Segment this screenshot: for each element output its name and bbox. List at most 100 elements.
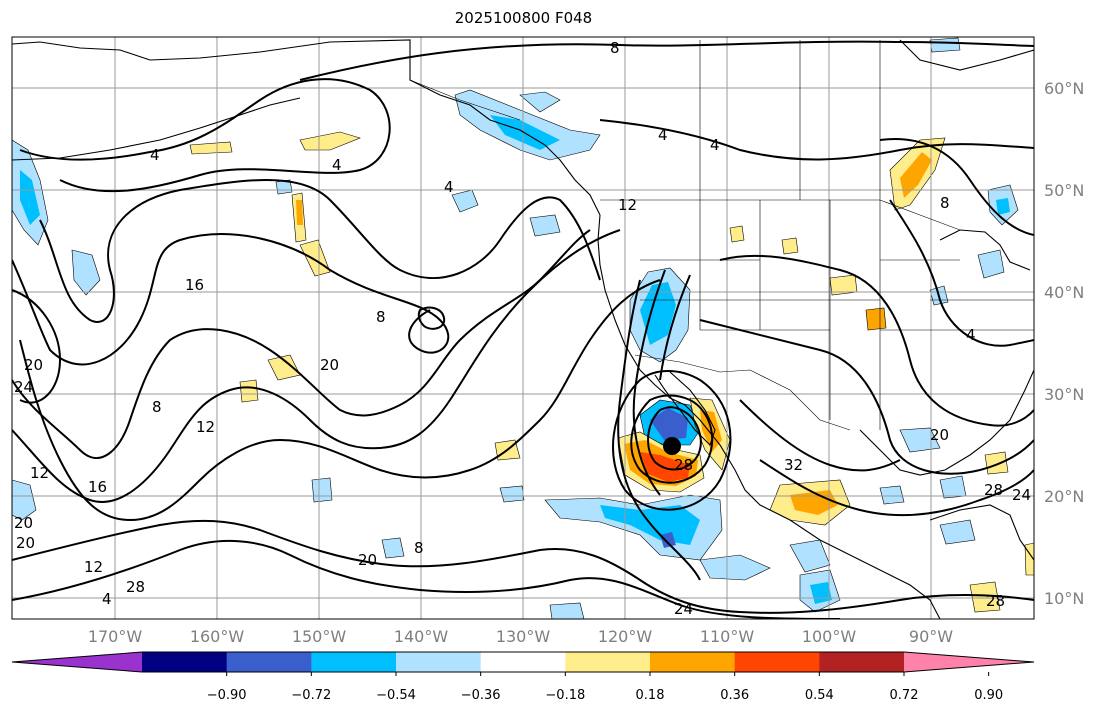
colorbar-tick-label: 0.18 (636, 688, 665, 703)
shade-yellow-16 (781, 237, 799, 255)
contour-cyclone-3 (612, 370, 732, 511)
contour-east-3 (889, 199, 1034, 347)
border-us-mexico (634, 354, 851, 431)
shade-blue-california-core (640, 282, 676, 345)
contour-label: 28 (674, 456, 693, 474)
contour-20a (19, 279, 661, 522)
colorbar-extend-high (904, 652, 1034, 672)
contour-label: 4 (332, 156, 342, 174)
shade-blue-west2 (71, 249, 101, 296)
coast-greatlakes (939, 229, 1031, 271)
colorbar-segment (142, 652, 228, 672)
lon-label-130w: 130°W (496, 627, 551, 646)
shade-royal-cyclone (650, 408, 688, 440)
border-alaska (409, 40, 521, 121)
longitude-labels: 170°W 160°W 150°W 140°W 130°W 120°W 110°… (88, 627, 953, 646)
contour-label: 16 (185, 276, 204, 294)
coastlines (12, 39, 1034, 619)
colorbar-tick-label: 0.54 (805, 688, 834, 703)
contour-label: 24 (14, 378, 33, 396)
contour-label: 12 (618, 196, 637, 214)
border-states-2 (699, 200, 881, 430)
contour-label: 20 (930, 426, 949, 444)
shade-yellow-12 (984, 451, 1009, 475)
contour-trough-3 (659, 274, 691, 381)
contour-8a (12, 233, 450, 366)
lon-label-120w: 120°W (598, 627, 653, 646)
border-canada-prov (699, 40, 881, 200)
contour-north-4a (19, 78, 391, 193)
colorbar-segment (734, 652, 820, 672)
cyclone-center-marker (663, 437, 681, 455)
contour-east-6 (759, 459, 1034, 517)
shade-blue-mid2 (529, 214, 561, 237)
contour-24 (12, 519, 1034, 614)
lon-label-150w: 150°W (292, 627, 347, 646)
contour-east-5 (739, 399, 901, 472)
colorbar: −0.90 −0.72 −0.54 −0.36 −0.18 0.18 0.36 0.54 0.7… (11, 651, 1035, 703)
contour-north-8 (299, 40, 1034, 81)
coast-gulf (859, 369, 1034, 476)
contour-28 (12, 540, 841, 619)
latitude-labels: 60°N 50°N 40°N 30°N 20°N 10°N (1044, 79, 1084, 608)
contour-label: 8 (414, 539, 424, 557)
contour-label: 20 (320, 356, 339, 374)
lat-label-30n: 30°N (1044, 385, 1084, 404)
shade-blue-east2 (977, 249, 1005, 279)
contour-label: 28 (984, 481, 1003, 499)
contour-label: 24 (1012, 486, 1031, 504)
contour-cyclone-2 (647, 406, 702, 471)
lat-label-20n: 20°N (1044, 487, 1084, 506)
contour-east-4 (879, 138, 1034, 236)
contour-label: 20 (14, 514, 33, 532)
contour-label: 4 (150, 146, 160, 164)
contour-label: 16 (88, 478, 107, 496)
shade-blue-south6 (381, 537, 405, 559)
contour-trough-2 (632, 269, 666, 496)
shade-blue-south4 (789, 539, 831, 573)
shade-blue-east3 (899, 427, 941, 453)
shade-blue-bottom (549, 602, 585, 619)
contour-east-1 (719, 254, 1034, 427)
shade-yellow-3 (299, 239, 331, 277)
contour-16 (12, 229, 621, 503)
contour-label: 4 (710, 136, 720, 154)
contour-cyclone-1 (630, 394, 714, 484)
border-states-4 (880, 259, 1034, 331)
shade-blue-gulf2 (519, 91, 561, 113)
colorbar-tick-label: −0.72 (291, 688, 331, 703)
contour-label: 24 (674, 600, 693, 618)
shade-blue-mid1 (451, 189, 479, 213)
contour-label: 8 (376, 308, 386, 326)
contour-4b (39, 179, 601, 323)
lon-label-110w: 110°W (700, 627, 755, 646)
contour-west-loop (12, 289, 62, 404)
contours (12, 40, 1034, 619)
contour-label: 20 (16, 534, 35, 552)
shade-yellow-11 (865, 307, 887, 331)
colorbar-segment (565, 652, 651, 672)
coast-yucatan (929, 504, 1034, 561)
contour-4c (599, 119, 1034, 161)
colorbar-tick-label: −0.18 (545, 688, 585, 703)
contour-label: 12 (196, 418, 215, 436)
lat-label-40n: 40°N (1044, 283, 1084, 302)
contour-labels: 8 4 4 4 4 12 16 8 20 20 8 12 24 20 12 16… (14, 39, 1031, 618)
contour-label: 8 (610, 39, 620, 57)
borders (409, 40, 1034, 431)
coast-siberia (12, 41, 151, 61)
lat-label-50n: 50°N (1044, 181, 1084, 200)
colorbar-tick-label: 0.36 (720, 688, 749, 703)
shade-blue-south5 (311, 477, 333, 503)
coast-hudson (899, 39, 1034, 71)
coast-alaska (149, 39, 601, 216)
contour-label: 8 (152, 398, 162, 416)
contour-label: 20 (358, 551, 377, 569)
shade-blue-west-core (20, 170, 40, 225)
contour-trough-1 (617, 279, 701, 581)
colorbar-segment (396, 652, 482, 672)
coast-aleutians (12, 97, 301, 161)
shade-blue-east4 (939, 475, 967, 499)
contour-label: 12 (84, 558, 103, 576)
